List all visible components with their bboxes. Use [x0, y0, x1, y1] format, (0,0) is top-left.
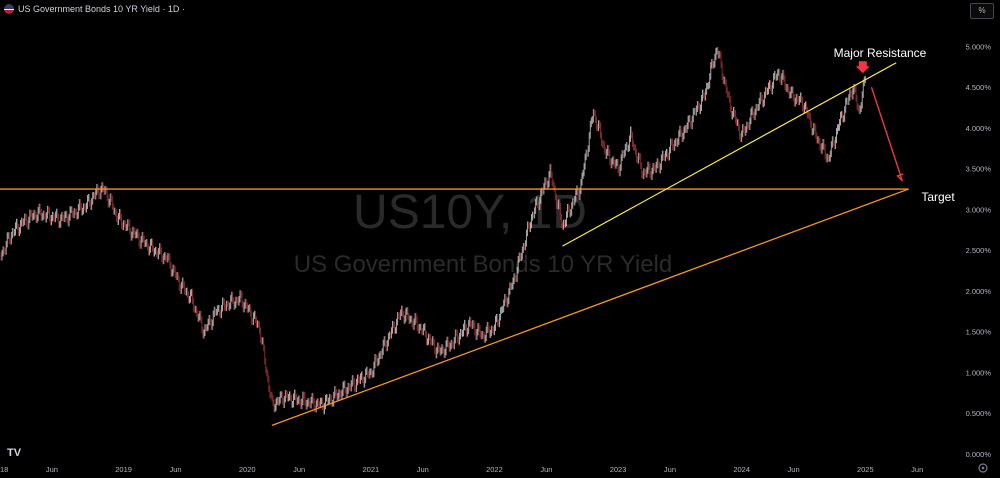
watermark-ticker: US10Y, 1D: [353, 186, 587, 239]
y-tick-label: 0.500%: [966, 409, 992, 418]
x-axis: 2018 Jun 2019 Jun 2020 Jun 2021 Jun 2022 Jun 2023 J…: [0, 465, 923, 474]
x-tick-label: Jun: [911, 465, 923, 474]
y-tick-label: 1.500%: [966, 328, 992, 337]
gear-icon[interactable]: [978, 463, 988, 473]
annotation-target: Target: [921, 190, 955, 204]
symbol-title[interactable]: US Government Bonds 10 YR Yield · 1D ·: [18, 4, 185, 14]
annotation-major-resistance: Major Resistance: [834, 46, 927, 60]
support-trend-line: [271, 188, 909, 427]
x-tick-label: 2019: [115, 465, 132, 474]
x-tick-label: Jun: [169, 465, 181, 474]
y-tick-label: 5.000%: [966, 42, 992, 51]
x-tick-label: 2023: [610, 465, 627, 474]
x-tick-label: Jun: [293, 465, 305, 474]
y-tick-label: 3.000%: [966, 205, 992, 214]
target-arrow-head: [896, 173, 904, 182]
y-tick-label: 3.500%: [966, 165, 992, 174]
x-tick-label: Jun: [46, 465, 58, 474]
x-tick-label: Jun: [788, 465, 800, 474]
x-tick-label: 2021: [362, 465, 379, 474]
target-arrow-line: [870, 86, 904, 182]
watermark-name: US Government Bonds 10 YR Yield: [294, 251, 672, 278]
y-tick-label: 4.500%: [966, 83, 992, 92]
x-tick-label: 2025: [857, 465, 874, 474]
x-tick-label: 2024: [733, 465, 750, 474]
tradingview-logo[interactable]: TV: [7, 447, 22, 459]
y-tick-label: 4.000%: [966, 124, 992, 133]
y-tick-label: 2.500%: [966, 246, 992, 255]
x-tick-label: Jun: [540, 465, 552, 474]
x-tick-label: 2020: [239, 465, 256, 474]
down-arrow-marker-icon: [855, 61, 870, 74]
x-tick-label: Jun: [664, 465, 676, 474]
us-flag-icon: [4, 4, 14, 14]
resistance-trend-line: [562, 62, 897, 247]
y-tick-label: 2.000%: [966, 287, 992, 296]
unit-toggle-button[interactable]: %: [970, 3, 994, 19]
x-tick-label: 2018: [0, 465, 8, 474]
y-tick-label: 0.000%: [966, 450, 992, 459]
y-tick-label: 1.000%: [966, 368, 992, 377]
drawing-layer: [0, 61, 909, 427]
series-layer: [0, 47, 866, 415]
x-tick-label: Jun: [417, 465, 429, 474]
chart-header: US Government Bonds 10 YR Yield · 1D ·: [0, 0, 185, 18]
y-axis: 0.000% 0.500% 1.000% 1.500% 2.000% 2.500% 3.00…: [966, 42, 992, 458]
x-tick-label: 2022: [486, 465, 503, 474]
